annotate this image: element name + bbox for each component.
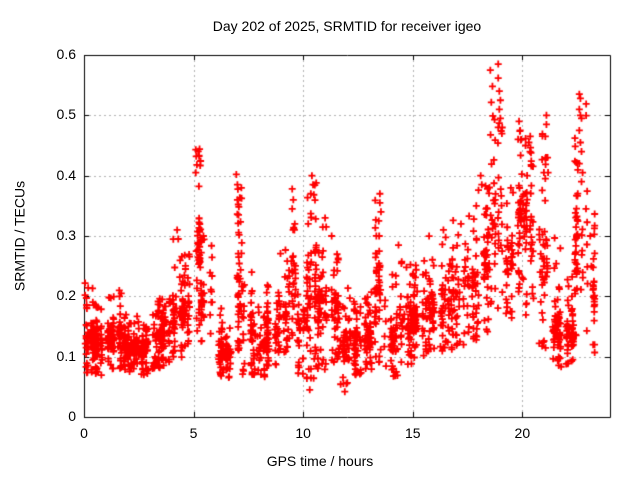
y-tick-label: 0.3 (56, 227, 76, 243)
x-tick-label: 10 (295, 425, 311, 441)
x-tick-label: 20 (514, 425, 531, 441)
y-tick-label: 0.4 (56, 166, 76, 183)
x-tick-label: 0 (80, 425, 88, 441)
chart-title: Day 202 of 2025, SRMTID for receiver ige… (212, 18, 482, 34)
y-tick-label: 0 (68, 408, 76, 424)
x-axis-label: GPS time / hours (266, 453, 374, 469)
y-tick-label: 0.6 (56, 46, 76, 62)
y-tick-label: 0.1 (56, 347, 76, 364)
x-tick-label: 15 (404, 425, 421, 441)
y-tick-label: 0.2 (56, 287, 76, 304)
x-tick-label: 5 (189, 425, 198, 441)
y-tick-label: 0.5 (56, 106, 76, 123)
